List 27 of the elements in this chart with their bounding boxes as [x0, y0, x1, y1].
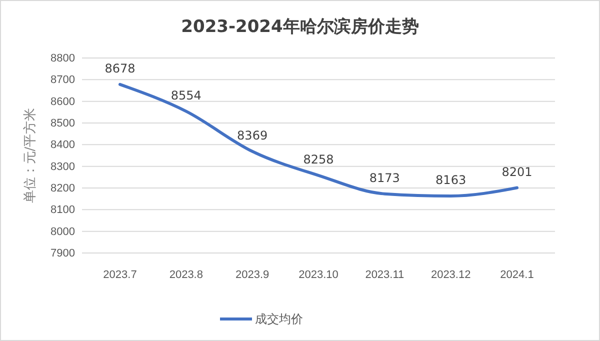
y-tick-label: 8800 [50, 52, 75, 65]
y-tick-label: 8100 [50, 204, 75, 216]
x-tick-label: 2023.9 [236, 268, 270, 281]
data-label: 8554 [170, 88, 202, 102]
y-axis-title: 单位：元/平方米 [22, 108, 38, 204]
x-tick-label: 2024.1 [500, 268, 534, 281]
y-tick-label: 8300 [50, 160, 75, 173]
y-tick-label: 8000 [50, 226, 75, 238]
x-tick-label: 2023.11 [365, 268, 404, 281]
legend-label: 成交均价 [255, 312, 303, 326]
y-tick-label: 8700 [50, 74, 75, 86]
y-tick-label: 8400 [50, 139, 75, 152]
y-tick-label: 8200 [50, 182, 75, 195]
x-tick-label: 2023.7 [103, 268, 137, 281]
y-tick-label: 8500 [50, 118, 75, 130]
chart-title: 2023-2024年哈尔滨房价走势 [181, 17, 419, 37]
x-tick-label: 2023.8 [169, 268, 203, 281]
x-tick-label: 2023.10 [298, 268, 338, 281]
y-tick-label: 8600 [50, 96, 75, 108]
data-label: 8369 [237, 128, 268, 142]
data-label: 8678 [104, 61, 136, 76]
y-tick-label: 7900 [50, 248, 75, 260]
x-tick-label: 2023.12 [430, 268, 471, 281]
data-label: 8173 [369, 170, 400, 185]
data-label: 8163 [436, 173, 466, 188]
data-label: 8201 [502, 164, 532, 179]
data-label: 8258 [303, 152, 334, 166]
